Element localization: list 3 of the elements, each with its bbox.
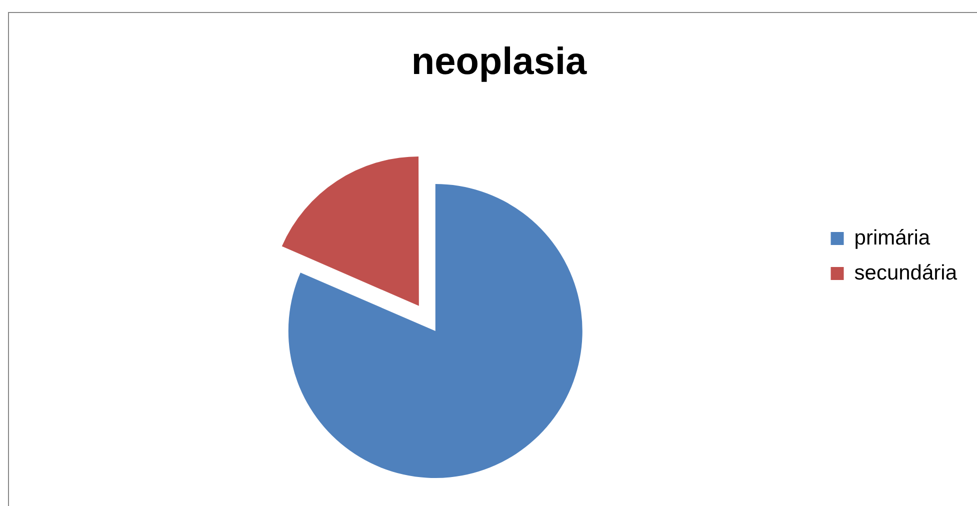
legend-label: primária	[854, 226, 930, 250]
chart-title: neoplasia	[411, 40, 587, 84]
legend-label: secundária	[854, 261, 958, 284]
